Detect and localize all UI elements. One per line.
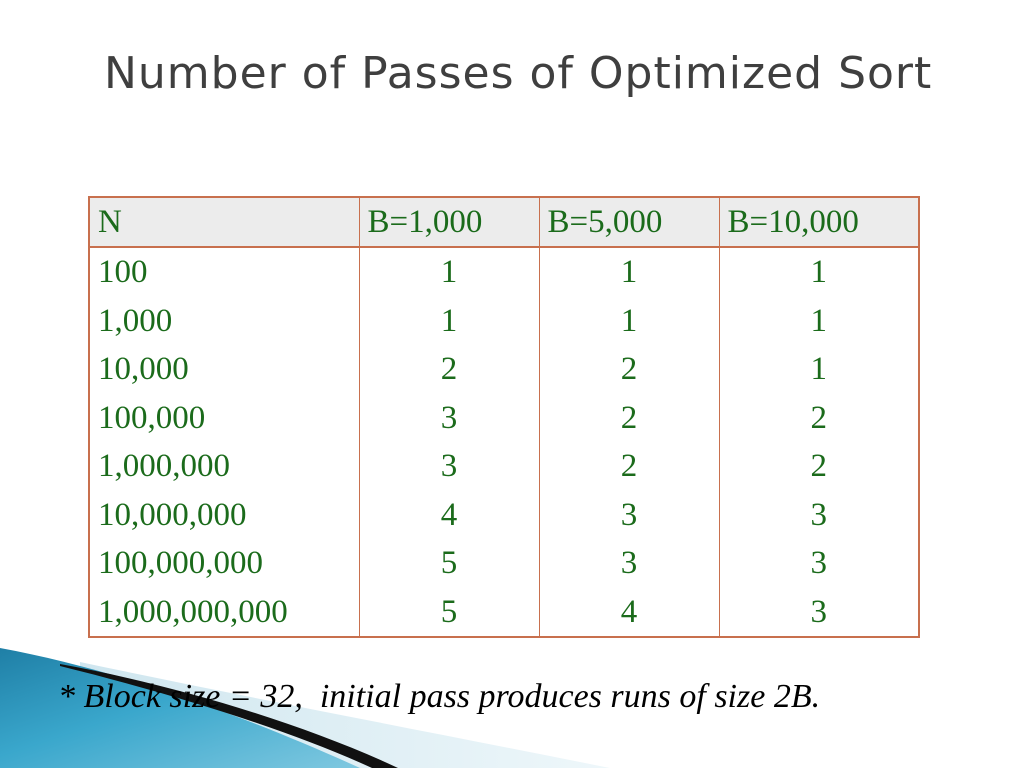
cell-b1000: 4: [358, 490, 540, 539]
cell-n: 100,000,000: [88, 539, 360, 588]
cell-b5000: 1: [538, 296, 720, 345]
table-row: 100,000,000 5 3 3: [88, 539, 920, 588]
cell-b5000: 3: [538, 490, 720, 539]
cell-n: 100,000: [88, 393, 360, 442]
cell-b10000: 2: [718, 393, 920, 442]
cell-b10000: 1: [718, 247, 920, 297]
table-row: 1,000 1 1 1: [88, 296, 920, 345]
table-row: 10,000,000 4 3 3: [88, 490, 920, 539]
cell-b5000: 4: [538, 587, 720, 637]
cell-b10000: 3: [718, 490, 920, 539]
table-row: 100,000 3 2 2: [88, 393, 920, 442]
passes-table: N B=1,000 B=5,000 B=10,000 100 1 1 1 1,0…: [88, 196, 920, 638]
cell-b1000: 1: [358, 247, 540, 297]
cell-b5000: 2: [538, 393, 720, 442]
cell-n: 1,000: [88, 296, 360, 345]
cell-b1000: 5: [358, 539, 540, 588]
corner-wave-decoration: [0, 648, 610, 768]
cell-b1000: 1: [358, 296, 540, 345]
cell-b5000: 3: [538, 539, 720, 588]
cell-n: 10,000: [88, 345, 360, 394]
cell-b5000: 2: [538, 345, 720, 394]
cell-b10000: 2: [718, 442, 920, 491]
cell-b10000: 3: [718, 587, 920, 637]
table-body: 100 1 1 1 1,000 1 1 1 10,000 2 2 1 100,0…: [88, 247, 920, 637]
table-header: N B=1,000 B=5,000 B=10,000: [88, 196, 920, 248]
dark-wedge-shape: [60, 664, 398, 768]
cell-b1000: 2: [358, 345, 540, 394]
footnote: * Block size = 32, initial pass produces…: [58, 678, 821, 715]
table-row: 1,000,000 3 2 2: [88, 442, 920, 491]
teal-wave-shape: [0, 648, 360, 768]
cell-b10000: 1: [718, 296, 920, 345]
header-n: N: [88, 196, 360, 248]
table-row: 100 1 1 1: [88, 247, 920, 297]
table-row: 1,000,000,000 5 4 3: [88, 587, 920, 637]
cell-b1000: 3: [358, 393, 540, 442]
slide-title: Number of Passes of Optimized Sort: [104, 48, 933, 99]
cell-n: 1,000,000: [88, 442, 360, 491]
table-row: 10,000 2 2 1: [88, 345, 920, 394]
cell-b1000: 5: [358, 587, 540, 637]
header-row: N B=1,000 B=5,000 B=10,000: [88, 196, 920, 248]
cell-n: 1,000,000,000: [88, 587, 360, 637]
header-b5000: B=5,000: [538, 196, 720, 248]
cell-b1000: 3: [358, 442, 540, 491]
cell-n: 10,000,000: [88, 490, 360, 539]
cell-n: 100: [88, 247, 360, 297]
cell-b10000: 3: [718, 539, 920, 588]
cell-b5000: 2: [538, 442, 720, 491]
header-b10000: B=10,000: [718, 196, 920, 248]
cell-b10000: 1: [718, 345, 920, 394]
cell-b5000: 1: [538, 247, 720, 297]
header-b1000: B=1,000: [358, 196, 540, 248]
